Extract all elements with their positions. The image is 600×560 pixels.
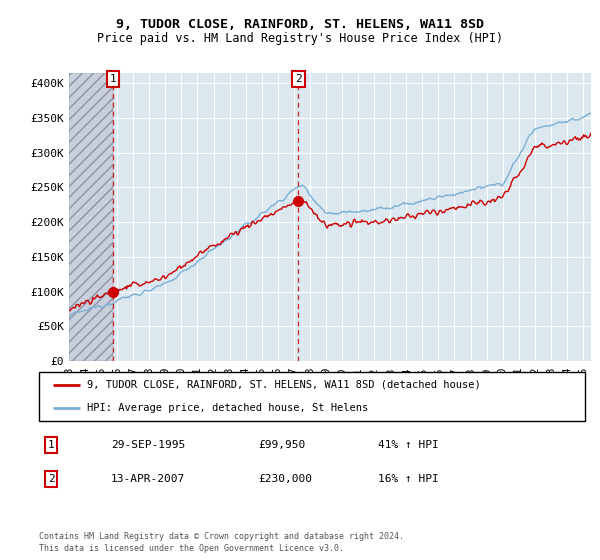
Text: 2: 2 — [295, 74, 302, 84]
Bar — [69, 73, 113, 361]
Text: £99,950: £99,950 — [258, 440, 305, 450]
Text: 1: 1 — [47, 440, 55, 450]
Text: 9, TUDOR CLOSE, RAINFORD, ST. HELENS, WA11 8SD (detached house): 9, TUDOR CLOSE, RAINFORD, ST. HELENS, WA… — [87, 380, 481, 390]
Text: Price paid vs. HM Land Registry's House Price Index (HPI): Price paid vs. HM Land Registry's House … — [97, 32, 503, 45]
Text: 9, TUDOR CLOSE, RAINFORD, ST. HELENS, WA11 8SD: 9, TUDOR CLOSE, RAINFORD, ST. HELENS, WA… — [116, 18, 484, 31]
Text: 41% ↑ HPI: 41% ↑ HPI — [378, 440, 439, 450]
Text: HPI: Average price, detached house, St Helens: HPI: Average price, detached house, St H… — [87, 403, 368, 413]
Text: Contains HM Land Registry data © Crown copyright and database right 2024.
This d: Contains HM Land Registry data © Crown c… — [39, 533, 404, 553]
Text: 2: 2 — [47, 474, 55, 484]
Text: 16% ↑ HPI: 16% ↑ HPI — [378, 474, 439, 484]
Text: 1: 1 — [110, 74, 116, 84]
Text: £230,000: £230,000 — [258, 474, 312, 484]
Text: 13-APR-2007: 13-APR-2007 — [111, 474, 185, 484]
Text: 29-SEP-1995: 29-SEP-1995 — [111, 440, 185, 450]
